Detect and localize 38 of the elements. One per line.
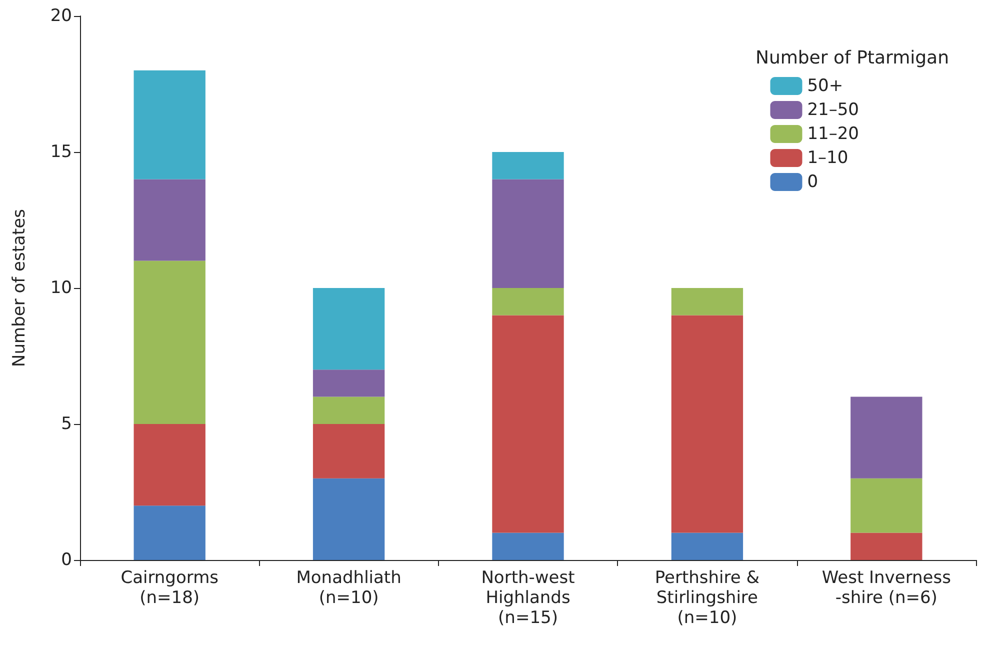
bar [312,288,385,370]
x-tick-label: North-west Highlands (n=15) [481,568,576,628]
bar [671,315,744,533]
bar [134,179,206,261]
bar [134,260,206,424]
bar [134,424,206,506]
legend-label: 0 [807,172,818,192]
y-tick-label: 20 [50,6,72,26]
bar [492,315,564,533]
legend-label: 1–10 [807,148,848,168]
bar [492,152,564,180]
bar [492,179,564,288]
x-tick-label: Perthshire & Stirlingshire (n=10) [654,568,760,628]
bar [671,288,744,316]
bar [671,532,744,560]
x-tick-label: West Inverness -shire (n=6) [822,568,952,608]
y-tick-label: 0 [61,550,72,570]
y-tick-label: 5 [61,414,72,434]
legend-label: 50+ [807,76,844,96]
bar [312,370,385,397]
bar [134,506,206,560]
x-tick-label: Monadhliath (n=10) [296,568,402,608]
bar [850,532,922,560]
bar [312,424,385,478]
bar [312,396,385,424]
legend-title: Number of Ptarmigan [755,48,950,68]
bar [312,478,385,560]
legend-label: 11–20 [807,124,859,144]
legend-label: 21–50 [807,100,859,120]
y-axis-title: Number of estates [10,208,30,367]
y-tick-label: 10 [50,278,72,298]
bar [850,478,922,533]
bar [492,288,564,316]
bar [492,532,564,560]
bar [850,396,922,478]
bar [134,70,206,180]
y-tick-label: 15 [50,142,72,162]
x-tick-label: Cairngorms (n=18) [120,568,219,608]
